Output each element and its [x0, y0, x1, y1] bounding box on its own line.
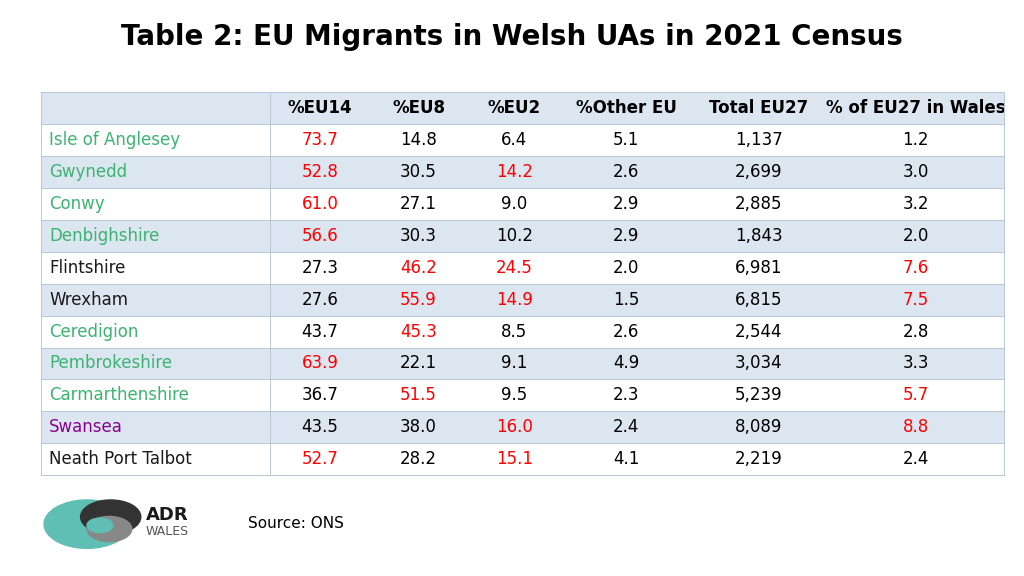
Text: Total EU27: Total EU27 [710, 99, 809, 117]
Text: 7.5: 7.5 [902, 291, 929, 309]
Text: Pembrokeshire: Pembrokeshire [49, 354, 172, 373]
Text: 14.9: 14.9 [496, 291, 532, 309]
Text: 52.7: 52.7 [302, 450, 339, 468]
Text: %EU8: %EU8 [392, 99, 445, 117]
Text: 3.0: 3.0 [902, 163, 929, 181]
Bar [41, 252, 1004, 284]
Text: Conwy: Conwy [49, 195, 104, 213]
Bar [41, 92, 1004, 475]
Text: 8.8: 8.8 [902, 418, 929, 437]
Text: 1.5: 1.5 [612, 291, 639, 309]
Text: Neath Port Talbot: Neath Port Talbot [49, 450, 191, 468]
Text: WALES: WALES [145, 525, 188, 537]
Text: 8,089: 8,089 [735, 418, 782, 437]
Text: %EU2: %EU2 [487, 99, 541, 117]
Text: Swansea: Swansea [49, 418, 123, 437]
Text: 30.3: 30.3 [400, 227, 437, 245]
Text: 4.9: 4.9 [612, 354, 639, 373]
Text: 9.5: 9.5 [501, 386, 527, 404]
Bar [41, 92, 1004, 124]
Text: 5.1: 5.1 [612, 131, 639, 149]
Text: 1,843: 1,843 [735, 227, 782, 245]
Text: 46.2: 46.2 [400, 259, 437, 276]
Text: 3.3: 3.3 [902, 354, 929, 373]
Text: 2.0: 2.0 [902, 227, 929, 245]
Text: 56.6: 56.6 [302, 227, 339, 245]
Text: 7.6: 7.6 [902, 259, 929, 276]
Text: 61.0: 61.0 [302, 195, 339, 213]
Text: 24.5: 24.5 [496, 259, 532, 276]
Text: 38.0: 38.0 [400, 418, 437, 437]
Text: 2.0: 2.0 [612, 259, 639, 276]
Text: 2,219: 2,219 [735, 450, 782, 468]
Text: 45.3: 45.3 [400, 323, 437, 340]
Text: 2.3: 2.3 [612, 386, 639, 404]
Text: 2.8: 2.8 [902, 323, 929, 340]
Bar [41, 188, 1004, 220]
Text: 55.9: 55.9 [400, 291, 437, 309]
Text: 27.6: 27.6 [302, 291, 339, 309]
Text: 9.0: 9.0 [501, 195, 527, 213]
Text: 1.2: 1.2 [902, 131, 929, 149]
Text: Gwynedd: Gwynedd [49, 163, 127, 181]
Bar [41, 444, 1004, 475]
Text: 43.7: 43.7 [302, 323, 339, 340]
Circle shape [87, 518, 113, 533]
Text: 52.8: 52.8 [302, 163, 339, 181]
Text: 3.2: 3.2 [902, 195, 929, 213]
Text: 27.3: 27.3 [302, 259, 339, 276]
Text: 2,699: 2,699 [735, 163, 782, 181]
Text: 63.9: 63.9 [302, 354, 339, 373]
Text: 2.4: 2.4 [612, 418, 639, 437]
Text: 14.2: 14.2 [496, 163, 532, 181]
Circle shape [87, 517, 132, 541]
Text: 43.5: 43.5 [302, 418, 339, 437]
Circle shape [44, 500, 130, 548]
Text: 6,981: 6,981 [735, 259, 782, 276]
Text: 2,885: 2,885 [735, 195, 782, 213]
Text: Denbighshire: Denbighshire [49, 227, 160, 245]
Text: Ceredigion: Ceredigion [49, 323, 138, 340]
Text: 10.2: 10.2 [496, 227, 532, 245]
Circle shape [81, 500, 141, 534]
Text: 73.7: 73.7 [302, 131, 339, 149]
Text: 1,137: 1,137 [735, 131, 782, 149]
Text: Table 2: EU Migrants in Welsh UAs in 2021 Census: Table 2: EU Migrants in Welsh UAs in 202… [121, 24, 903, 51]
Text: 9.1: 9.1 [501, 354, 527, 373]
Text: 14.8: 14.8 [400, 131, 437, 149]
Text: Flintshire: Flintshire [49, 259, 126, 276]
Text: 51.5: 51.5 [400, 386, 437, 404]
Text: 36.7: 36.7 [302, 386, 339, 404]
Text: Wrexham: Wrexham [49, 291, 128, 309]
Bar [41, 124, 1004, 156]
Text: %EU14: %EU14 [288, 99, 352, 117]
Text: ADR: ADR [145, 506, 188, 524]
Text: Isle of Anglesey: Isle of Anglesey [49, 131, 180, 149]
Text: 5.7: 5.7 [902, 386, 929, 404]
Text: 2,544: 2,544 [735, 323, 782, 340]
Text: 2.4: 2.4 [902, 450, 929, 468]
Text: % of EU27 in Wales: % of EU27 in Wales [826, 99, 1006, 117]
Text: 15.1: 15.1 [496, 450, 532, 468]
Text: 16.0: 16.0 [496, 418, 532, 437]
Text: 2.6: 2.6 [612, 323, 639, 340]
Text: 2.9: 2.9 [612, 195, 639, 213]
Text: Carmarthenshire: Carmarthenshire [49, 386, 189, 404]
Text: 6.4: 6.4 [501, 131, 527, 149]
Text: 28.2: 28.2 [400, 450, 437, 468]
Bar [41, 380, 1004, 411]
Text: 30.5: 30.5 [400, 163, 437, 181]
Text: 2.9: 2.9 [612, 227, 639, 245]
Text: 2.6: 2.6 [612, 163, 639, 181]
Bar [41, 316, 1004, 347]
Text: 8.5: 8.5 [501, 323, 527, 340]
Text: 3,034: 3,034 [735, 354, 782, 373]
Text: 5,239: 5,239 [735, 386, 782, 404]
Text: Source: ONS: Source: ONS [248, 516, 344, 530]
Text: %Other EU: %Other EU [575, 99, 677, 117]
Text: 6,815: 6,815 [735, 291, 782, 309]
Text: 4.1: 4.1 [612, 450, 639, 468]
Text: 22.1: 22.1 [400, 354, 437, 373]
Text: 27.1: 27.1 [400, 195, 437, 213]
